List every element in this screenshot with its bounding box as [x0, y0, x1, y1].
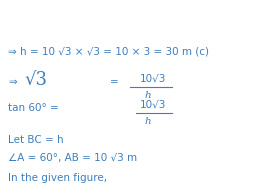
Text: ⇒: ⇒ — [8, 77, 17, 87]
Text: h: h — [145, 118, 151, 126]
Text: 10√3: 10√3 — [140, 73, 166, 83]
Text: In the given figure,: In the given figure, — [8, 173, 107, 183]
Text: =: = — [110, 77, 119, 87]
Text: Let BC = h: Let BC = h — [8, 135, 64, 145]
Text: ∠A = 60°, AB = 10 √3 m: ∠A = 60°, AB = 10 √3 m — [8, 153, 137, 163]
Text: tan 60° =: tan 60° = — [8, 103, 59, 113]
Text: h: h — [145, 91, 151, 101]
Text: ⇒ h = 10 √3 × √3 = 10 × 3 = 30 m (c): ⇒ h = 10 √3 × √3 = 10 × 3 = 30 m (c) — [8, 47, 209, 57]
Text: √3: √3 — [24, 71, 47, 89]
Text: 10√3: 10√3 — [140, 99, 166, 109]
